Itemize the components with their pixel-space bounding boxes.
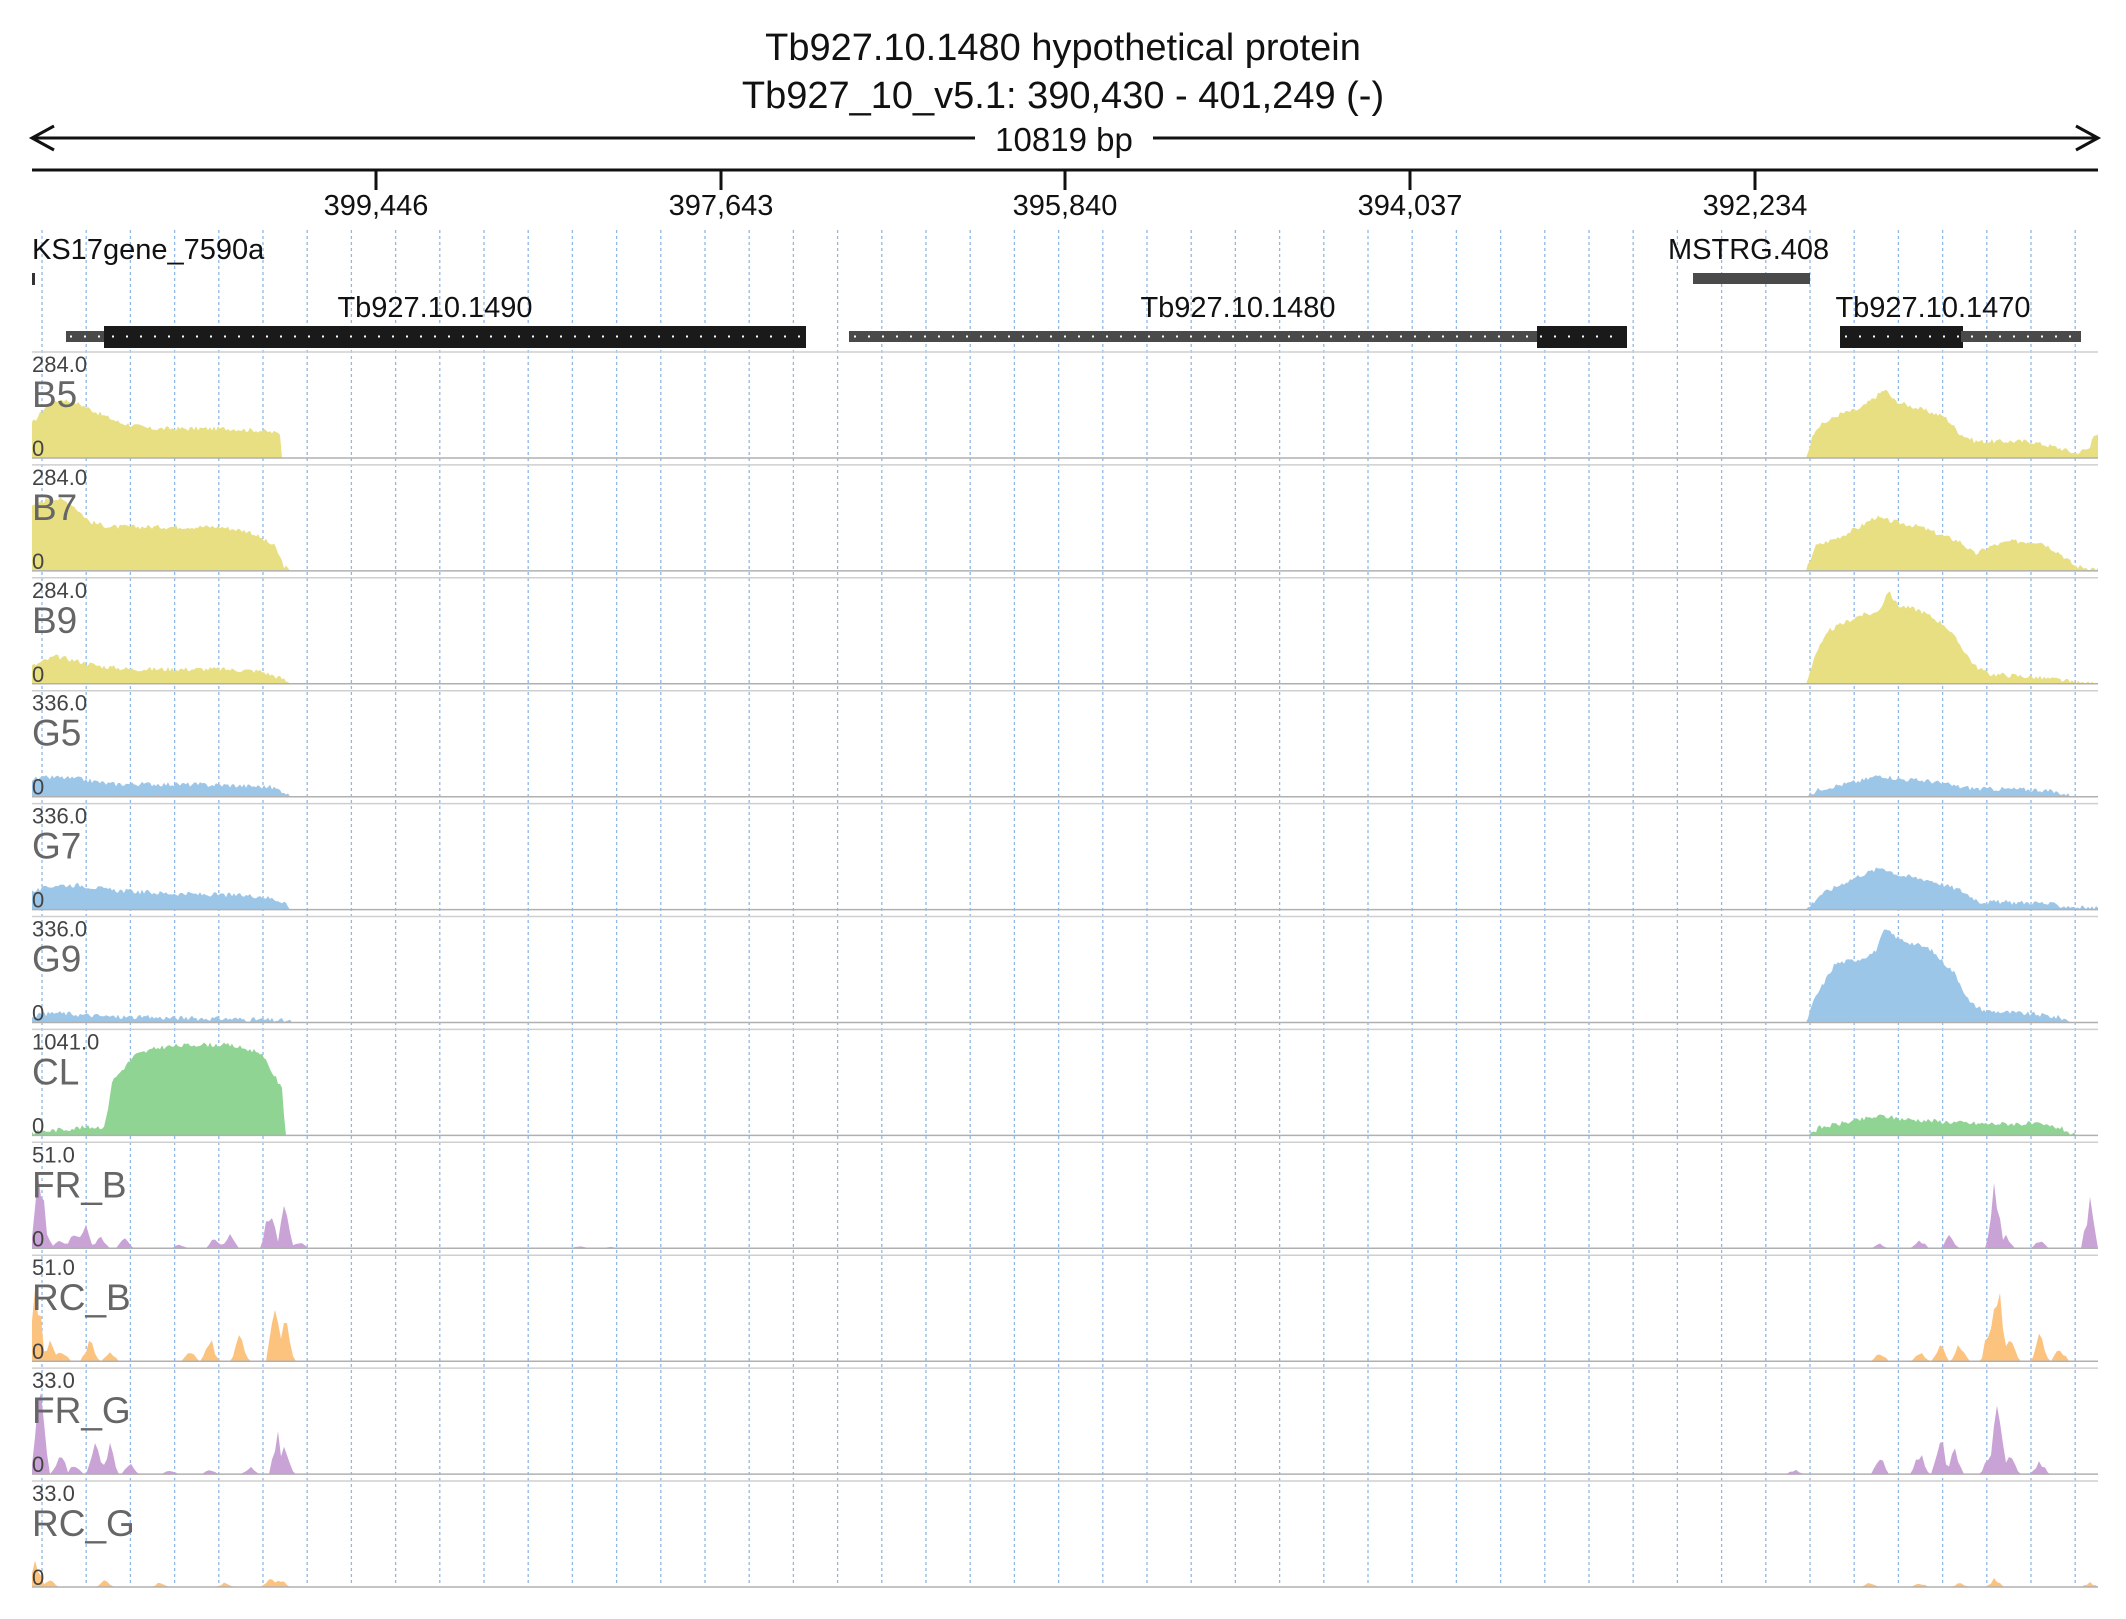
grid-lines: [41, 230, 2076, 1585]
coverage-area: [32, 389, 2098, 458]
track-rc-g[interactable]: 33.0RC_G 0: [32, 1480, 2098, 1590]
track-scale-zero: 0: [32, 1226, 44, 1251]
locus-subtitle: Tb927_10_v5.1: 390,430 - 401,249 (-): [742, 75, 1384, 117]
coverage-area: [32, 497, 2098, 571]
track-scale-zero: 0: [32, 1452, 44, 1477]
track-label: B7: [32, 487, 77, 528]
track-cl[interactable]: 1041.0CL 0: [32, 1028, 2098, 1138]
track-b5[interactable]: 284.0B5 0: [32, 351, 2098, 461]
feature-label-ks17: KS17gene_7590a: [32, 234, 265, 266]
ruler-tick-label: 395,840: [1013, 190, 1118, 222]
page-title: Tb927.10.1480 hypothetical protein: [765, 27, 1361, 69]
track-label: FR_B: [32, 1164, 127, 1205]
track-g9[interactable]: 336.0G9 0: [32, 915, 2098, 1026]
feature-label-mstrg: MSTRG.408: [1668, 234, 1829, 266]
gene-1490[interactable]: [66, 326, 806, 348]
coverage-tracks: 284.0B50284.0B70284.0B90336.0G50336.0G70…: [32, 351, 2098, 1590]
track-scale-zero: 0: [32, 775, 44, 800]
ruler-tick-label: 399,446: [324, 190, 429, 222]
track-b9[interactable]: 284.0B9 0: [32, 577, 2098, 687]
track-scale-max: 1041.0: [32, 1029, 99, 1054]
track-label: G5: [32, 713, 81, 754]
track-scale-zero: 0: [32, 662, 44, 687]
track-scale-zero: 0: [32, 549, 44, 574]
coordinate-ruler: 399,446 397,643 395,840 394,037 392,234: [32, 168, 2098, 222]
track-scale-max: 284.0: [32, 352, 87, 377]
track-scale-max: 284.0: [32, 578, 87, 603]
track-label: RC_G: [32, 1503, 135, 1544]
track-scale-max: 336.0: [32, 691, 87, 716]
coverage-area: [32, 1393, 2098, 1475]
coverage-area: [32, 1174, 2098, 1249]
track-scale-max: 51.0: [32, 1142, 75, 1167]
track-scale-max: 284.0: [32, 465, 87, 490]
feature-ks17[interactable]: [32, 273, 35, 285]
track-scale-max: 336.0: [32, 804, 87, 829]
gene-label-1480: Tb927.10.1480: [1140, 292, 1335, 324]
coverage-area: [32, 867, 2098, 910]
gene-label-1470: Tb927.10.1470: [1835, 292, 2030, 324]
coverage-area: [32, 775, 2098, 797]
track-scale-zero: 0: [32, 1113, 44, 1138]
track-g7[interactable]: 336.0G7 0: [32, 802, 2098, 913]
gene-label-1490: Tb927.10.1490: [337, 292, 532, 324]
ruler-tick-label: 394,037: [1358, 190, 1463, 222]
coverage-area: [32, 1042, 2098, 1136]
ruler-tick-label: 397,643: [669, 190, 774, 222]
track-scale-zero: 0: [32, 436, 44, 461]
track-scale-max: 336.0: [32, 917, 87, 942]
span-arrow: [28, 124, 2102, 152]
gene-1480[interactable]: [849, 326, 1627, 348]
feature-mstrg[interactable]: [1693, 273, 1810, 284]
track-label: RC_B: [32, 1277, 131, 1318]
track-label: FR_G: [32, 1390, 131, 1431]
span-label: 10819 bp: [995, 121, 1133, 158]
track-scale-zero: 0: [32, 1339, 44, 1364]
track-scale-zero: 0: [32, 888, 44, 913]
track-scale-zero: 0: [32, 1565, 44, 1590]
track-rc-b[interactable]: 51.0RC_B 0: [32, 1254, 2098, 1364]
track-fr-g[interactable]: 33.0FR_G 0: [32, 1367, 2098, 1477]
track-fr-b[interactable]: 51.0FR_B 0: [32, 1141, 2098, 1251]
coverage-area: [32, 1288, 2098, 1362]
track-label: B9: [32, 600, 77, 641]
coverage-area: [32, 591, 2098, 684]
gene-1470[interactable]: [1840, 326, 2081, 348]
annotation-track: KS17gene_7590a MSTRG.408 Tb927.10.1490 T…: [32, 234, 2081, 348]
track-label: G9: [32, 939, 81, 980]
ruler-tick-label: 392,234: [1703, 190, 1808, 222]
coverage-area: [32, 929, 2098, 1023]
track-scale-max: 51.0: [32, 1255, 75, 1280]
track-scale-max: 33.0: [32, 1368, 75, 1393]
track-g5[interactable]: 336.0G5 0: [32, 689, 2098, 800]
track-scale-max: 33.0: [32, 1481, 75, 1506]
track-scale-zero: 0: [32, 1001, 44, 1026]
track-label: G7: [32, 826, 81, 867]
track-label: B5: [32, 374, 77, 415]
coverage-area: [32, 1560, 2098, 1587]
track-label: CL: [32, 1051, 79, 1092]
track-b7[interactable]: 284.0B7 0: [32, 464, 2098, 574]
